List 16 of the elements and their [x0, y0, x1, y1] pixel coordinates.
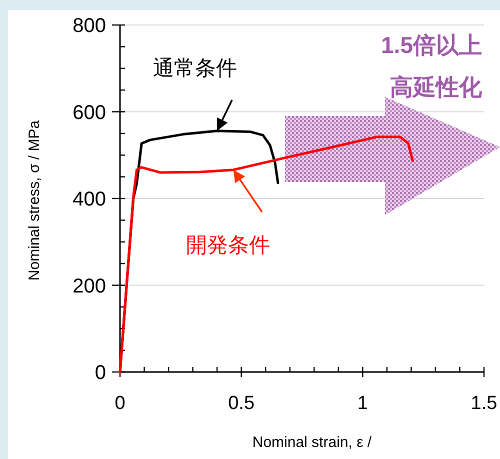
x-tick-label: 1.5	[470, 393, 498, 414]
line-series	[118, 136, 414, 374]
y-axis-title: Nominal stress, σ / MPa	[26, 120, 43, 281]
x-tick-label: 0	[114, 393, 126, 414]
y-tick-label: 600	[72, 102, 106, 124]
annotation: 高延性化	[390, 74, 483, 100]
x-tick-label: 1	[357, 393, 368, 414]
y-tick-label: 400	[72, 188, 106, 210]
y-tick-label: 0	[94, 362, 106, 384]
y-tick-label: 200	[72, 275, 106, 298]
text: 開発条件	[186, 234, 270, 257]
x-tick-label: 0.5	[228, 393, 255, 414]
y-tick-label: 800	[72, 15, 106, 37]
text: 通常条件	[153, 57, 237, 80]
x-axis-title: Nominal strain, ε /	[252, 434, 372, 451]
annotation: 1.5倍以上	[381, 32, 482, 58]
